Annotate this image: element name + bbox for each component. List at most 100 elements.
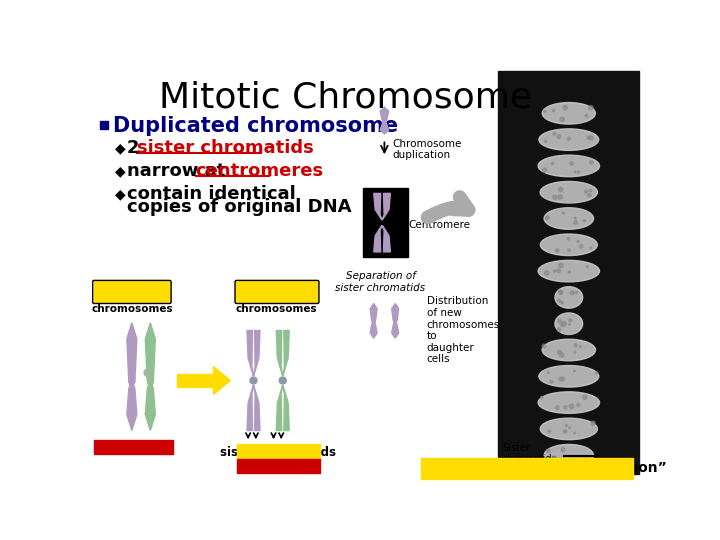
Circle shape [595,372,598,374]
Circle shape [541,396,543,399]
Circle shape [279,377,287,384]
Circle shape [589,105,593,110]
Bar [237,444,320,461]
Circle shape [553,195,557,199]
Circle shape [565,424,567,427]
Ellipse shape [538,155,600,177]
Circle shape [562,321,567,326]
Circle shape [568,249,570,252]
Polygon shape [374,225,382,252]
Ellipse shape [539,129,599,150]
Circle shape [557,135,561,138]
Text: Distribution
of new
chromosomes
to
daughter
cells: Distribution of new chromosomes to daugh… [427,296,500,365]
Circle shape [590,247,592,249]
Circle shape [577,240,580,242]
Text: homologous
chromosomes: homologous chromosomes [235,293,318,314]
Circle shape [573,370,575,372]
Circle shape [544,271,549,275]
Text: sister chromatids: sister chromatids [220,446,336,458]
Circle shape [585,114,588,117]
Polygon shape [127,381,137,430]
Circle shape [546,449,550,453]
Circle shape [560,117,564,122]
Circle shape [562,212,564,214]
Bar [176,374,213,387]
Polygon shape [253,330,260,376]
Text: ◆: ◆ [115,164,125,178]
Polygon shape [145,323,156,389]
Bar [94,440,174,454]
Circle shape [558,195,562,199]
Polygon shape [380,107,389,126]
Circle shape [547,372,549,374]
Circle shape [559,290,562,294]
Circle shape [552,110,554,112]
Circle shape [561,301,563,304]
Text: 2: 2 [127,139,146,157]
Text: Sister
chromatids: Sister chromatids [503,443,557,464]
Ellipse shape [555,313,582,334]
Polygon shape [382,225,390,252]
Circle shape [570,404,574,409]
Bar [237,459,320,473]
Circle shape [559,291,563,294]
Circle shape [574,171,576,173]
Polygon shape [392,303,399,326]
Ellipse shape [542,339,595,361]
Polygon shape [392,319,399,338]
Text: Duplicated chromosome: Duplicated chromosome [113,116,398,136]
Polygon shape [370,303,377,326]
Text: Chromosome
duplication: Chromosome duplication [392,139,462,160]
Circle shape [583,458,585,460]
Circle shape [557,269,560,273]
Circle shape [564,406,567,409]
Text: Centromere: Centromere [408,220,470,230]
FancyBboxPatch shape [93,280,171,303]
Circle shape [582,395,587,399]
Circle shape [567,238,570,240]
Circle shape [553,132,556,135]
Ellipse shape [542,103,595,124]
Polygon shape [247,385,253,430]
Circle shape [574,351,576,353]
Polygon shape [374,193,382,220]
Circle shape [557,319,562,323]
Ellipse shape [538,260,600,282]
Text: double-stranded: double-stranded [223,460,333,472]
Circle shape [542,345,546,348]
Circle shape [558,299,561,302]
Circle shape [570,291,574,295]
Text: single-stranded: single-stranded [78,440,189,453]
Polygon shape [127,323,137,389]
FancyBboxPatch shape [235,280,319,303]
Bar [363,188,408,257]
Circle shape [569,324,570,326]
Circle shape [144,369,152,377]
Circle shape [553,456,556,459]
Polygon shape [380,118,389,134]
Circle shape [569,319,572,322]
Circle shape [546,215,549,219]
Circle shape [577,171,580,173]
Circle shape [591,421,595,425]
Text: homologous
chromosomes: homologous chromosomes [91,293,173,314]
Circle shape [587,136,590,139]
Circle shape [559,377,562,381]
Text: ◆: ◆ [115,141,125,155]
Text: contain identical: contain identical [127,185,296,203]
Ellipse shape [540,181,598,203]
Circle shape [585,190,588,193]
Circle shape [553,270,556,272]
Ellipse shape [540,234,598,255]
Circle shape [544,140,547,143]
Text: ◆: ◆ [115,187,125,201]
Circle shape [570,162,573,165]
Polygon shape [253,385,260,430]
Circle shape [564,430,567,433]
Circle shape [556,406,559,409]
Circle shape [587,266,588,267]
Ellipse shape [539,366,599,387]
Circle shape [583,220,585,222]
Circle shape [560,377,564,381]
Polygon shape [247,330,253,376]
